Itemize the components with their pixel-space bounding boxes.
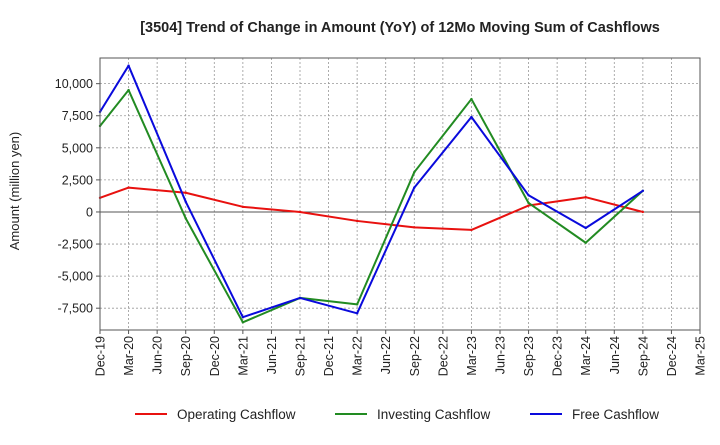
y-tick-label: 5,000 <box>62 141 93 155</box>
data-point-investing-cashflow <box>527 201 530 205</box>
data-point-investing-cashflow <box>127 88 130 92</box>
x-tick-label: Jun-23 <box>494 336 508 374</box>
plot-area-frame <box>99 57 701 331</box>
x-tick-label: Dec-22 <box>436 336 450 376</box>
x-tick-label: Dec-23 <box>551 336 565 376</box>
x-tick-label: Dec-21 <box>322 336 336 376</box>
data-point-free-cashflow <box>527 194 530 197</box>
y-tick-label: -7,500 <box>58 302 93 316</box>
legend: Operating Cashflow Investing Cashflow Free… <box>135 407 659 422</box>
x-tick-label: Jun-21 <box>265 336 279 374</box>
x-tick-label: Mar-25 <box>694 336 708 376</box>
data-point-investing-cashflow <box>470 97 473 101</box>
y-tick-label: 0 <box>86 205 93 219</box>
series-line-free-cashflow <box>99 64 644 319</box>
x-axis-ticks: Dec-19 Mar-20 Jun-20 Sep-20 Dec-20 Mar-21 Jun-… <box>94 330 708 376</box>
y-tick-label: 7,500 <box>62 109 93 123</box>
x-tick-label: Jun-24 <box>608 336 622 374</box>
data-point-operating-cashflow <box>298 210 302 214</box>
data-point-investing-cashflow <box>184 217 187 220</box>
data-point-operating-cashflow <box>413 226 416 229</box>
data-point-free-cashflow <box>470 115 473 119</box>
data-point-investing-cashflow <box>413 170 416 174</box>
x-tick-label: Sep-24 <box>636 336 650 376</box>
x-tick-label: Jun-20 <box>151 336 165 374</box>
x-tick-label: Sep-23 <box>522 336 536 376</box>
data-point-investing-cashflow <box>584 241 587 244</box>
data-point-free-cashflow <box>127 64 130 67</box>
x-tick-label: Mar-20 <box>122 336 136 376</box>
legend-label-free-cashflow: Free Cashflow <box>572 407 659 422</box>
y-tick-label: -5,000 <box>58 270 93 284</box>
data-point-free-cashflow <box>184 200 187 203</box>
x-tick-label: Dec-19 <box>94 336 108 376</box>
series-line-investing-cashflow <box>99 89 644 324</box>
data-point-free-cashflow <box>355 312 359 315</box>
x-tick-label: Dec-24 <box>665 336 679 376</box>
chart-title: [3504] Trend of Change in Amount (YoY) o… <box>140 20 660 36</box>
x-tick-label: Jun-22 <box>379 336 393 374</box>
data-point-operating-cashflow <box>527 204 530 207</box>
x-tick-label: Sep-22 <box>408 336 422 376</box>
x-tick-label: Sep-20 <box>179 336 193 376</box>
legend-label-operating-cashflow: Operating Cashflow <box>177 407 296 422</box>
series-lines <box>98 64 645 324</box>
data-point-operating-cashflow <box>127 186 130 189</box>
x-tick-label: Sep-21 <box>294 336 308 376</box>
data-point-operating-cashflow <box>641 210 645 214</box>
y-tick-label: -2,500 <box>58 238 93 252</box>
y-tick-label: 2,500 <box>62 173 93 187</box>
x-tick-label: Mar-22 <box>351 336 365 376</box>
data-point-free-cashflow <box>298 296 302 300</box>
data-point-free-cashflow <box>241 315 245 319</box>
data-point-free-cashflow <box>413 186 416 189</box>
x-tick-label: Dec-20 <box>208 336 222 376</box>
x-tick-label: Mar-24 <box>579 336 593 376</box>
y-tick-label: 10,000 <box>55 77 93 91</box>
y-axis-ticks: -7,500 -5,000 -2,500 0 2,500 5,000 7,500 10,000 <box>55 77 100 316</box>
data-point-operating-cashflow <box>184 191 187 194</box>
data-point-operating-cashflow <box>470 228 473 232</box>
x-tick-label: Mar-23 <box>465 336 479 376</box>
data-point-free-cashflow <box>584 226 587 230</box>
legend-label-investing-cashflow: Investing Cashflow <box>377 407 491 422</box>
grid-lines <box>100 58 700 330</box>
x-tick-label: Mar-21 <box>236 336 250 376</box>
data-point-investing-cashflow <box>355 303 359 306</box>
y-axis-label: Amount (million yen) <box>7 132 22 251</box>
data-point-operating-cashflow <box>241 205 245 209</box>
data-point-free-cashflow <box>641 189 645 192</box>
data-point-operating-cashflow <box>355 219 359 223</box>
data-point-operating-cashflow <box>584 196 587 199</box>
data-point-investing-cashflow <box>241 321 245 324</box>
